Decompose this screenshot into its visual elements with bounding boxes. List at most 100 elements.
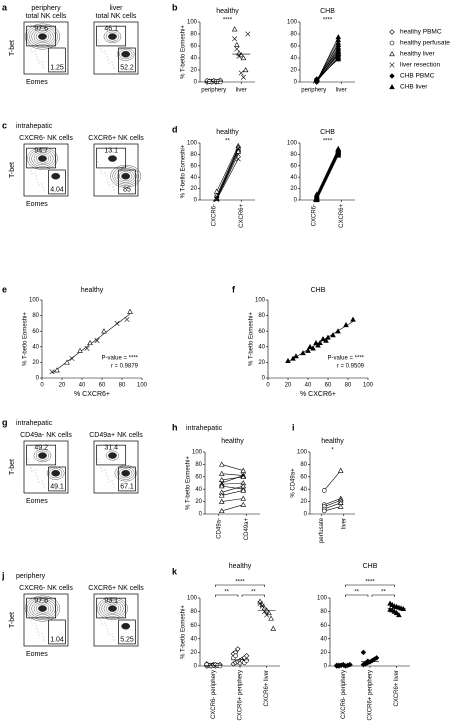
event-dot <box>28 42 30 44</box>
event-dot <box>38 481 40 483</box>
event-dot <box>28 614 30 616</box>
panel-letter: g <box>2 417 8 427</box>
gate-value: 5.25 <box>120 637 134 644</box>
y-tick-label: 100 <box>317 596 328 602</box>
panel-letter: c <box>2 120 7 130</box>
data-point <box>218 498 225 504</box>
density-contour <box>35 603 50 614</box>
legend-marker <box>389 73 395 79</box>
event-dot <box>112 186 114 188</box>
density-contour <box>31 150 54 167</box>
data-point <box>293 353 299 359</box>
y-tick-label: 0 <box>324 664 328 670</box>
data-point <box>54 367 60 373</box>
density-contour <box>38 155 47 162</box>
density-contour <box>27 147 58 170</box>
event-dot <box>38 184 40 186</box>
event-dot <box>28 461 30 463</box>
x-tick-label: 0 <box>40 383 44 389</box>
event-dot <box>38 62 40 64</box>
data-point <box>347 661 353 668</box>
chart-title: healthy <box>229 563 252 570</box>
pair-line <box>324 502 341 510</box>
pair-line <box>324 500 341 507</box>
gate-value: 1.04 <box>50 637 64 644</box>
data-point <box>393 610 400 616</box>
event-dot <box>41 480 43 482</box>
event-dot <box>36 56 38 58</box>
y-tick-label: 80 <box>190 152 197 158</box>
event-dot <box>42 636 44 638</box>
legend-marker <box>389 51 395 57</box>
data-point <box>235 151 241 157</box>
data-point <box>317 339 323 346</box>
event-dot <box>101 470 103 472</box>
gate-value: 97.8 <box>34 598 48 605</box>
data-point <box>305 347 311 353</box>
legend-marker <box>389 29 395 35</box>
y-tick-label: 100 <box>297 450 308 456</box>
density-contour <box>33 602 52 616</box>
x-tick-label: 100 <box>363 383 374 389</box>
event-dot <box>34 469 36 471</box>
data-point <box>101 328 107 334</box>
data-point <box>235 146 241 152</box>
data-point <box>313 339 319 346</box>
significance-bracket <box>215 594 239 597</box>
plot-title: liver <box>110 5 124 12</box>
data-point <box>396 612 402 618</box>
y-tick-label: 0 <box>199 512 203 518</box>
y-axis-label: % T-betlo Eomeshi+ <box>23 312 29 366</box>
event-dot <box>27 458 29 460</box>
panel-letter: h <box>172 422 178 432</box>
x-axis-label: Eomes <box>26 79 48 86</box>
y-tick-label: 20 <box>300 499 307 505</box>
x-axis-label: Eomes <box>26 201 48 208</box>
y-tick-label: 40 <box>190 175 197 181</box>
data-point <box>313 197 320 203</box>
y-tick-label: 0 <box>304 512 308 518</box>
y-axis-label: % T-betlo Eomeshi+ <box>181 144 187 198</box>
significance-label: **** <box>323 139 333 145</box>
y-tick-label: 0 <box>36 376 40 382</box>
y-tick-label: 100 <box>192 450 203 456</box>
gate-value: 97.6 <box>34 26 48 33</box>
x-tick-label: CXCR6- <box>211 204 217 226</box>
gate <box>26 444 57 466</box>
x-tick-label: CXCR6+ periphery <box>368 670 374 721</box>
y-tick-label: 20 <box>190 68 197 74</box>
gate <box>118 169 136 195</box>
event-dot <box>106 628 108 630</box>
plot-title: total NK cells <box>96 13 137 20</box>
density-contour <box>121 50 131 58</box>
data-point <box>234 41 240 47</box>
event-dot <box>34 50 36 52</box>
event-dot <box>37 478 39 480</box>
significance-bracket <box>345 584 395 587</box>
gate-value: 94.7 <box>34 148 48 155</box>
y-axis-label: % T-betlo Eomeshi+ <box>181 605 187 659</box>
y-tick-label: 40 <box>290 56 297 62</box>
event-dot <box>35 175 37 177</box>
data-point <box>214 194 220 200</box>
annotation: r = 0.9879 <box>111 364 139 370</box>
event-dot <box>113 639 115 641</box>
pair-line <box>216 154 239 199</box>
data-point <box>214 196 220 202</box>
density-contour <box>108 33 117 40</box>
y-tick-label: 80 <box>195 462 202 468</box>
significance-label: ** <box>354 590 359 596</box>
pair-line <box>221 485 244 493</box>
y-tick-label: 20 <box>290 68 297 74</box>
data-point <box>240 467 247 473</box>
data-point <box>314 76 320 82</box>
panel-letter: i <box>292 422 295 432</box>
y-tick-label: 20 <box>290 186 297 192</box>
chart-title: healthy <box>321 438 344 445</box>
y-tick-label: 100 <box>287 20 298 26</box>
gate <box>48 47 66 73</box>
plot-title: CXCR6+ NK cells <box>88 135 144 142</box>
event-dot <box>113 67 115 69</box>
event-dot <box>100 48 102 50</box>
